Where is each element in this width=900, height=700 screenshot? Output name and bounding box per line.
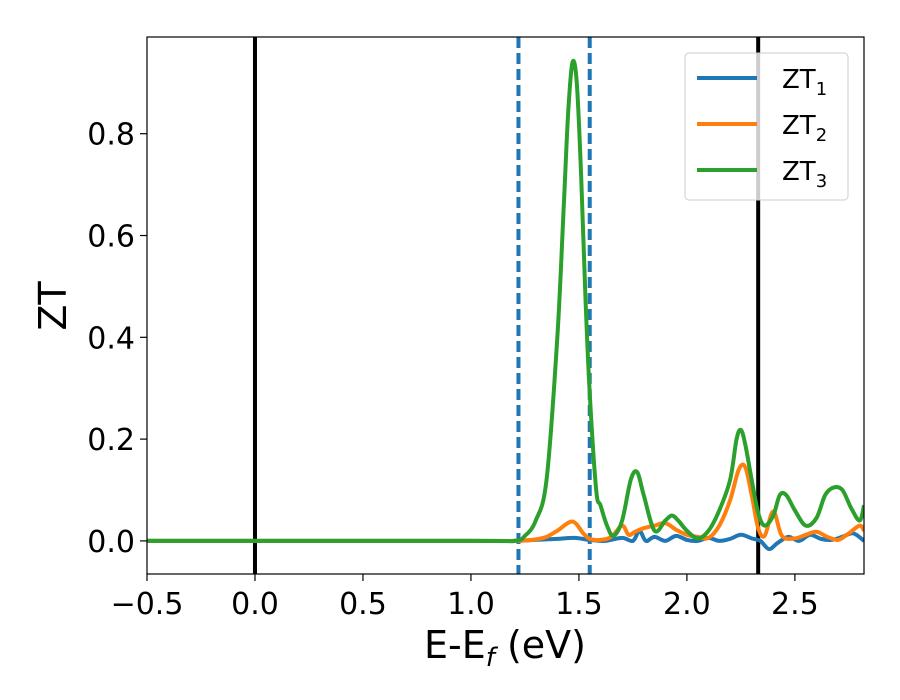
legend-label-3: ZT3 xyxy=(782,157,827,192)
plot-frame xyxy=(146,36,865,575)
y-tick-label: 0.0 xyxy=(87,525,135,560)
y-tick-label: 0.2 xyxy=(87,423,135,458)
y-tick-label: 0.8 xyxy=(87,118,135,153)
y-tick-label: 0.6 xyxy=(87,220,135,255)
x-tick-label: 1.0 xyxy=(447,587,495,622)
x-tick-label: −0.5 xyxy=(111,587,184,622)
series-line-2 xyxy=(147,462,864,543)
x-tick-label: 2.0 xyxy=(663,587,711,622)
series-lines xyxy=(147,58,864,552)
x-axis-title: E-Ef (eV) xyxy=(424,623,586,673)
x-axis-title-main: E-E xyxy=(424,623,486,667)
x-tick-label: 0.0 xyxy=(231,587,279,622)
legend: ZT1 ZT2 ZT3 xyxy=(684,52,849,201)
x-axis-title-unit: (eV) xyxy=(495,623,586,667)
y-tick-label: 0.4 xyxy=(87,321,135,356)
x-tick-label: 1.5 xyxy=(555,587,603,622)
x-axis-ticks: −0.5 0.0 0.5 1.0 1.5 2.0 2.5 xyxy=(111,574,819,622)
y-axis-title: ZT xyxy=(31,281,75,331)
series-line-1 xyxy=(147,528,864,552)
y-axis-ticks: 0.0 0.2 0.4 0.6 0.8 xyxy=(87,118,147,560)
series-line-3 xyxy=(147,58,864,544)
x-tick-label: 2.5 xyxy=(771,587,819,622)
legend-label-2: ZT2 xyxy=(782,111,827,146)
legend-label-1: ZT1 xyxy=(782,65,827,100)
legend-box xyxy=(684,52,849,201)
x-tick-label: 0.5 xyxy=(339,587,387,622)
